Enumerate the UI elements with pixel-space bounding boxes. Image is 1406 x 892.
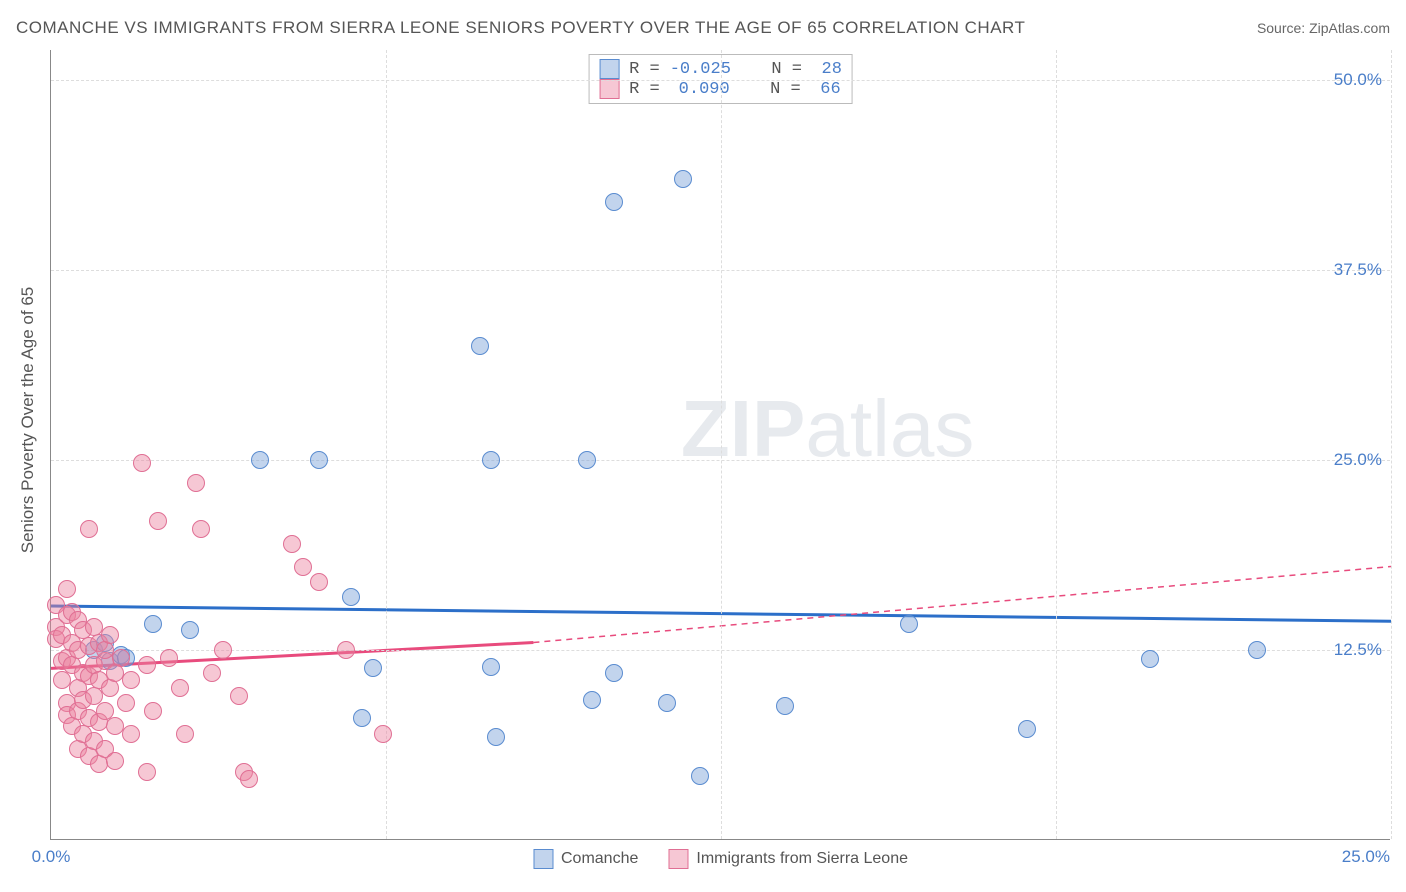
gridline-v <box>1391 50 1392 839</box>
series-legend: Comanche Immigrants from Sierra Leone <box>533 849 908 869</box>
legend-swatch <box>668 849 688 869</box>
data-point-sierra <box>294 558 312 576</box>
data-point-comanche <box>364 659 382 677</box>
data-point-sierra <box>112 649 130 667</box>
legend-label: Immigrants from Sierra Leone <box>696 850 908 868</box>
data-point-comanche <box>251 451 269 469</box>
n-label: N = <box>771 60 802 79</box>
data-point-comanche <box>310 451 328 469</box>
source-label: Source: ZipAtlas.com <box>1257 20 1390 36</box>
y-tick-label: 37.5% <box>1334 260 1382 280</box>
title-bar: COMANCHE VS IMMIGRANTS FROM SIERRA LEONE… <box>16 18 1390 38</box>
data-point-sierra <box>80 520 98 538</box>
data-point-sierra <box>240 770 258 788</box>
data-point-comanche <box>487 728 505 746</box>
y-tick-label: 25.0% <box>1334 450 1382 470</box>
data-point-sierra <box>117 694 135 712</box>
data-point-comanche <box>691 767 709 785</box>
y-tick-label: 12.5% <box>1334 640 1382 660</box>
data-point-comanche <box>342 588 360 606</box>
data-point-sierra <box>149 512 167 530</box>
stats-swatch <box>599 59 619 79</box>
data-point-comanche <box>353 709 371 727</box>
y-axis-label: Seniors Poverty Over the Age of 65 <box>18 287 38 553</box>
gridline-v <box>721 50 722 839</box>
n-value: 28 <box>812 60 842 79</box>
legend-item-comanche: Comanche <box>533 849 638 869</box>
stats-swatch <box>599 79 619 99</box>
r-label: R = <box>629 60 660 79</box>
data-point-comanche <box>605 664 623 682</box>
data-point-comanche <box>1141 650 1159 668</box>
gridline-v <box>386 50 387 839</box>
data-point-sierra <box>101 626 119 644</box>
data-point-sierra <box>122 725 140 743</box>
data-point-sierra <box>203 664 221 682</box>
data-point-sierra <box>176 725 194 743</box>
data-point-sierra <box>310 573 328 591</box>
chart-title: COMANCHE VS IMMIGRANTS FROM SIERRA LEONE… <box>16 18 1025 38</box>
data-point-sierra <box>230 687 248 705</box>
data-point-sierra <box>171 679 189 697</box>
data-point-comanche <box>482 658 500 676</box>
legend-item-sierra: Immigrants from Sierra Leone <box>668 849 908 869</box>
data-point-sierra <box>187 474 205 492</box>
data-point-sierra <box>144 702 162 720</box>
x-tick-label: 25.0% <box>1342 847 1390 867</box>
data-point-comanche <box>658 694 676 712</box>
data-point-sierra <box>138 763 156 781</box>
r-label: R = <box>629 80 660 99</box>
data-point-sierra <box>138 656 156 674</box>
data-point-comanche <box>181 621 199 639</box>
data-point-sierra <box>214 641 232 659</box>
data-point-comanche <box>674 170 692 188</box>
gridline-v <box>1056 50 1057 839</box>
data-point-sierra <box>160 649 178 667</box>
data-point-comanche <box>578 451 596 469</box>
y-tick-label: 50.0% <box>1334 70 1382 90</box>
n-label: N = <box>770 80 801 99</box>
data-point-comanche <box>482 451 500 469</box>
legend-swatch <box>533 849 553 869</box>
legend-label: Comanche <box>561 850 638 868</box>
data-point-sierra <box>106 752 124 770</box>
x-tick-label: 0.0% <box>32 847 71 867</box>
data-point-sierra <box>337 641 355 659</box>
data-point-sierra <box>283 535 301 553</box>
data-point-comanche <box>1018 720 1036 738</box>
data-point-sierra <box>133 454 151 472</box>
data-point-comanche <box>605 193 623 211</box>
chart-plot-area: ZIPatlas R =-0.025 N =28R =0.090 N =66 C… <box>50 50 1390 840</box>
data-point-comanche <box>144 615 162 633</box>
data-point-sierra <box>374 725 392 743</box>
data-point-comanche <box>900 615 918 633</box>
data-point-comanche <box>1248 641 1266 659</box>
data-point-comanche <box>583 691 601 709</box>
data-point-sierra <box>58 580 76 598</box>
data-point-comanche <box>471 337 489 355</box>
data-point-comanche <box>776 697 794 715</box>
n-value: 66 <box>811 80 841 99</box>
data-point-sierra <box>122 671 140 689</box>
data-point-sierra <box>192 520 210 538</box>
